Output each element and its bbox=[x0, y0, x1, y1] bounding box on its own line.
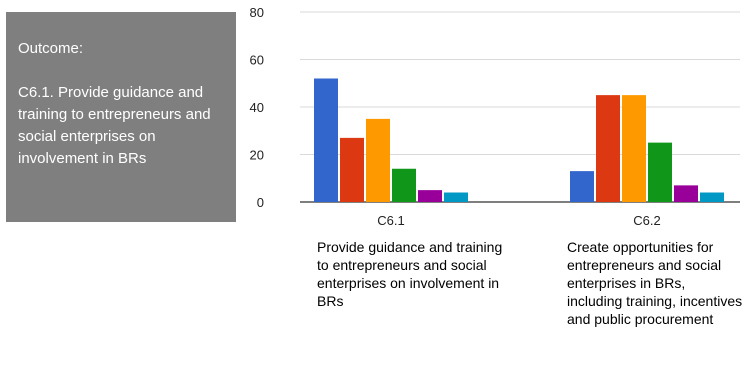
outcome-label: Outcome: bbox=[18, 40, 84, 57]
bar-c6-1-series-2 bbox=[340, 137, 364, 202]
bar-c6-1-series-4 bbox=[392, 168, 416, 202]
bar-c6-2-series-1 bbox=[570, 171, 594, 202]
bar-c6-2-series-3 bbox=[622, 95, 646, 202]
bar-c6-1-series-6 bbox=[444, 192, 468, 202]
category-label: C6.1 bbox=[377, 213, 404, 228]
y-tick-label: 0 bbox=[257, 195, 264, 210]
y-tick-label: 80 bbox=[250, 5, 264, 20]
category-description-c6-2: Create opportunities for entrepreneurs a… bbox=[567, 239, 743, 327]
y-tick-label: 20 bbox=[250, 148, 264, 163]
y-tick-label: 60 bbox=[250, 53, 264, 68]
bar-c6-2-series-5 bbox=[674, 185, 698, 202]
category-description-c6-1: Provide guidance and training to entrepr… bbox=[317, 239, 503, 309]
bar-c6-2-series-2 bbox=[596, 95, 620, 202]
outcome-text: C6.1. Provide guidance and training to e… bbox=[18, 84, 211, 167]
bar-c6-1-series-5 bbox=[418, 190, 442, 202]
bar-c6-1-series-1 bbox=[314, 78, 338, 202]
outcome-panel: Outcome: C6.1. Provide guidance and trai… bbox=[6, 12, 236, 222]
category-label: C6.2 bbox=[633, 213, 660, 228]
y-tick-label: 40 bbox=[250, 100, 264, 115]
bar-c6-2-series-4 bbox=[648, 142, 672, 202]
bar-c6-1-series-3 bbox=[366, 118, 390, 202]
bar-c6-2-series-6 bbox=[700, 192, 724, 202]
